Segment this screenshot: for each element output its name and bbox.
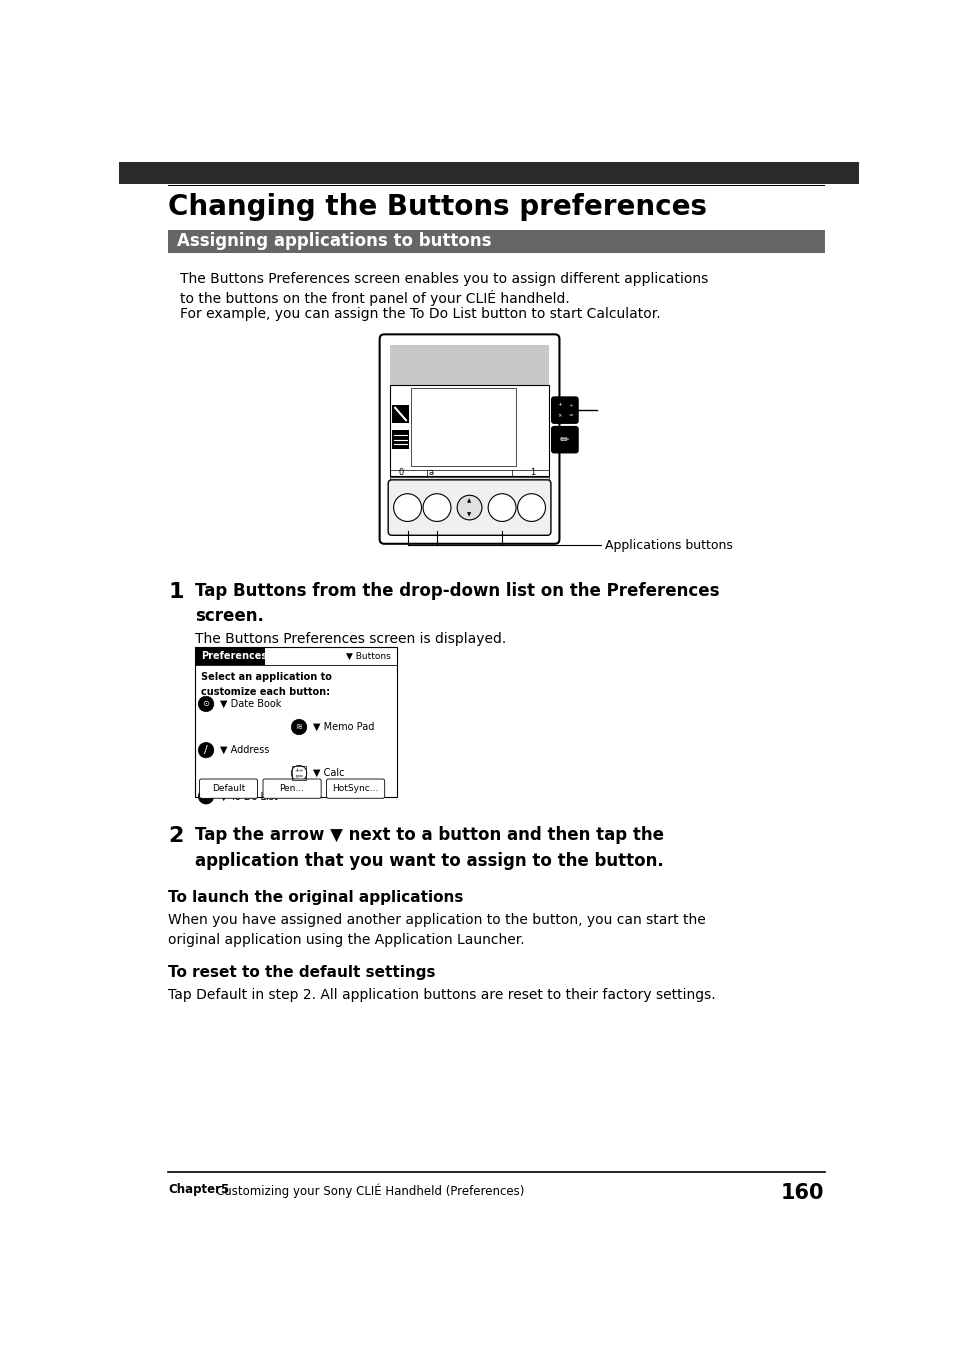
Text: 1: 1 bbox=[530, 468, 536, 477]
Text: HotSync...: HotSync... bbox=[332, 784, 378, 794]
Circle shape bbox=[422, 493, 451, 522]
Text: To reset to the default settings: To reset to the default settings bbox=[168, 965, 436, 980]
FancyBboxPatch shape bbox=[199, 779, 257, 798]
Text: +: + bbox=[557, 403, 561, 407]
Text: ▼: ▼ bbox=[467, 512, 471, 516]
Text: ×=: ×= bbox=[294, 773, 303, 779]
Circle shape bbox=[394, 493, 421, 522]
Text: Tap Buttons from the drop-down list on the Preferences: Tap Buttons from the drop-down list on t… bbox=[195, 581, 719, 599]
Bar bbox=[195, 648, 265, 665]
Text: Assigning applications to buttons: Assigning applications to buttons bbox=[177, 233, 492, 250]
Text: application that you want to assign to the button.: application that you want to assign to t… bbox=[195, 852, 663, 869]
Text: Tap the arrow ▼ next to a button and then tap the: Tap the arrow ▼ next to a button and the… bbox=[195, 826, 663, 845]
Text: 1: 1 bbox=[168, 581, 183, 602]
Text: Preferences: Preferences bbox=[201, 652, 267, 661]
Text: +÷: +÷ bbox=[294, 768, 303, 773]
Text: /: / bbox=[204, 745, 208, 756]
Text: ▲: ▲ bbox=[467, 498, 471, 503]
Text: ▼ Memo Pad: ▼ Memo Pad bbox=[313, 722, 374, 731]
Circle shape bbox=[488, 493, 516, 522]
Text: Pen...: Pen... bbox=[279, 784, 304, 794]
Text: 2: 2 bbox=[168, 826, 183, 846]
Text: =: = bbox=[567, 412, 572, 418]
Bar bbox=[168, 230, 823, 253]
Text: ÷: ÷ bbox=[567, 403, 572, 407]
FancyBboxPatch shape bbox=[326, 779, 384, 798]
Text: ▼ Buttons: ▼ Buttons bbox=[345, 652, 390, 661]
Text: ≡: ≡ bbox=[202, 791, 210, 802]
Text: To launch the original applications: To launch the original applications bbox=[168, 890, 463, 906]
FancyBboxPatch shape bbox=[551, 427, 578, 453]
Text: ▼ To Do List: ▼ To Do List bbox=[220, 791, 277, 802]
Text: ▼ Date Book: ▼ Date Book bbox=[220, 699, 281, 708]
Text: ▼ Address: ▼ Address bbox=[220, 745, 269, 756]
Text: The Buttons Preferences screen enables you to assign different applications: The Buttons Preferences screen enables y… bbox=[179, 272, 707, 287]
Circle shape bbox=[291, 719, 307, 734]
Text: ▼ Calc: ▼ Calc bbox=[313, 768, 344, 779]
Circle shape bbox=[291, 765, 307, 781]
Text: ≋: ≋ bbox=[295, 722, 302, 731]
Bar bbox=[195, 648, 396, 665]
Text: Chapter5: Chapter5 bbox=[168, 1183, 229, 1197]
Circle shape bbox=[198, 696, 213, 711]
Text: Select an application to: Select an application to bbox=[201, 672, 332, 681]
Text: customize each button:: customize each button: bbox=[201, 687, 330, 698]
FancyBboxPatch shape bbox=[388, 480, 550, 535]
FancyBboxPatch shape bbox=[551, 397, 578, 423]
Text: ✏: ✏ bbox=[559, 435, 569, 445]
Bar bbox=[390, 345, 548, 385]
Circle shape bbox=[291, 765, 307, 781]
Text: 160: 160 bbox=[781, 1183, 823, 1203]
Text: Default: Default bbox=[212, 784, 245, 794]
Bar bbox=[390, 385, 548, 476]
Text: a: a bbox=[428, 468, 433, 477]
Text: The Buttons Preferences screen is displayed.: The Buttons Preferences screen is displa… bbox=[195, 631, 506, 645]
Bar bbox=[392, 430, 409, 449]
Bar bbox=[292, 767, 306, 780]
Text: Changing the Buttons preferences: Changing the Buttons preferences bbox=[168, 192, 706, 220]
Bar bbox=[195, 648, 396, 798]
Bar bbox=[411, 388, 516, 466]
Text: original application using the Application Launcher.: original application using the Applicati… bbox=[168, 933, 524, 946]
Circle shape bbox=[198, 788, 213, 804]
Circle shape bbox=[517, 493, 545, 522]
Text: For example, you can assign the To Do List button to start Calculator.: For example, you can assign the To Do Li… bbox=[179, 307, 659, 322]
Text: ×: × bbox=[557, 412, 561, 418]
Text: screen.: screen. bbox=[195, 607, 264, 625]
Bar bbox=[119, 162, 858, 184]
Text: ⊙: ⊙ bbox=[202, 699, 210, 708]
Text: Applications buttons: Applications buttons bbox=[604, 539, 732, 552]
Text: When you have assigned another application to the button, you can start the: When you have assigned another applicati… bbox=[168, 914, 705, 927]
Circle shape bbox=[456, 495, 481, 521]
Bar bbox=[168, 185, 823, 187]
FancyBboxPatch shape bbox=[379, 334, 558, 544]
Text: 0: 0 bbox=[398, 468, 403, 477]
Bar bbox=[392, 404, 409, 423]
FancyBboxPatch shape bbox=[263, 779, 321, 798]
Text: Customizing your Sony CLIÉ Handheld (Preferences): Customizing your Sony CLIÉ Handheld (Pre… bbox=[216, 1183, 524, 1198]
Bar bbox=[390, 477, 548, 481]
Text: to the buttons on the front panel of your CLIÉ handheld.: to the buttons on the front panel of you… bbox=[179, 289, 569, 306]
Circle shape bbox=[198, 742, 213, 758]
Text: Tap Default in step 2. All application buttons are reset to their factory settin: Tap Default in step 2. All application b… bbox=[168, 988, 715, 1002]
